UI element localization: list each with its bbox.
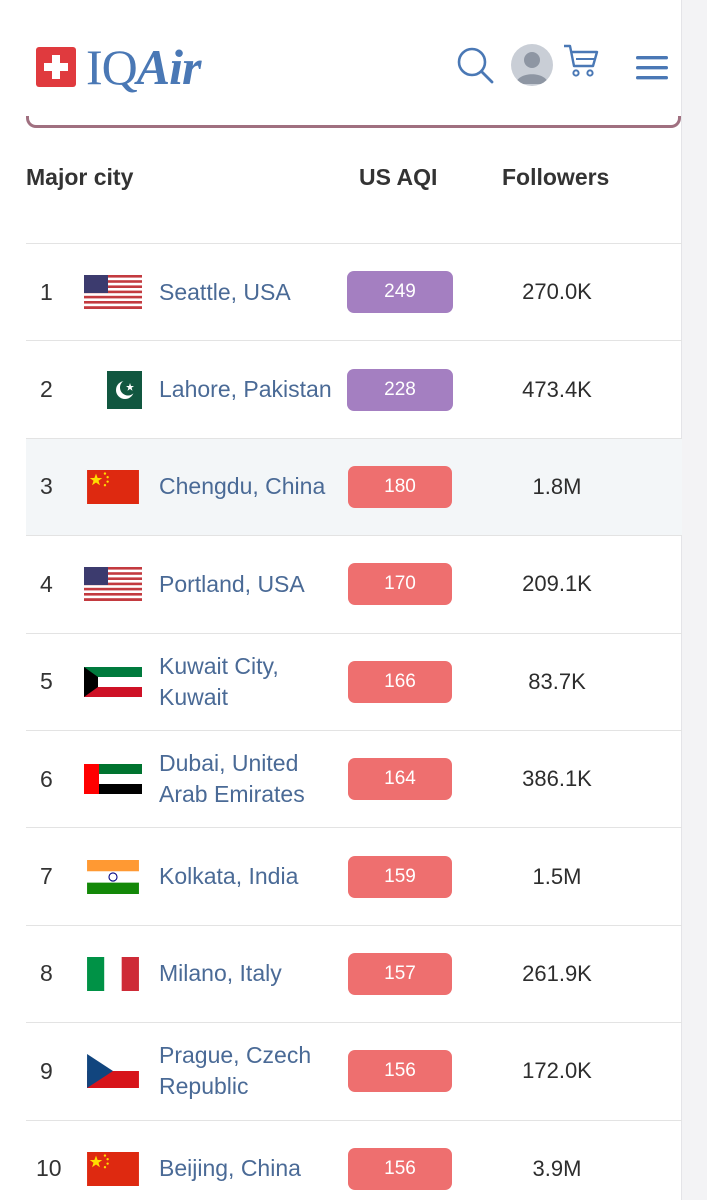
usa-flag-icon [84, 567, 142, 602]
table-row[interactable]: 2 Lahore, Pakistan 228 473.4K [26, 340, 682, 437]
brand-wordmark: IQAir [86, 39, 201, 95]
followers-count: 3.9M [532, 1155, 582, 1181]
followers-count: 1.8M [532, 473, 582, 499]
aqi-badge: 249 [347, 271, 453, 314]
city-link[interactable]: Kolkata, India [159, 863, 299, 890]
followers-count: 1.5M [532, 863, 582, 889]
table-row[interactable]: 7 Kolkata, India 159 1.5M [26, 827, 682, 924]
table-row[interactable]: 10 Beijing, China 156 3.9M [26, 1119, 682, 1200]
scroll-rail [681, 0, 707, 1200]
column-header-city[interactable]: Major city [26, 164, 134, 190]
table-row[interactable]: 3 Chengdu, China 180 1.8M [26, 437, 682, 536]
table-row[interactable]: 5 Kuwait City, Kuwait 166 83.7K [26, 632, 682, 730]
table-row[interactable]: 1 Seattle, USA 249 270.0K [26, 243, 682, 340]
usa-flag-icon [84, 275, 142, 310]
rank-number: 2 [40, 376, 53, 403]
city-link[interactable]: Portland, USA [159, 570, 305, 597]
china-flag-icon [87, 469, 139, 504]
followers-count: 261.9K [522, 960, 592, 986]
search-icon[interactable] [456, 46, 494, 84]
city-link[interactable]: Prague, Czech Republic [159, 1042, 312, 1100]
aqi-badge: 159 [348, 855, 452, 898]
kuwait-flag-icon [84, 666, 142, 697]
india-flag-icon [87, 859, 139, 894]
panel-accent-border [26, 116, 681, 128]
city-link[interactable]: Milano, Italy [159, 960, 282, 987]
followers-count: 83.7K [528, 668, 586, 694]
italy-flag-icon [87, 956, 139, 991]
aqi-badge: 228 [347, 368, 453, 411]
aqi-badge: 157 [348, 952, 452, 995]
china-flag-icon [87, 1151, 139, 1186]
followers-count: 209.1K [522, 571, 592, 597]
column-header-followers[interactable]: Followers [502, 164, 610, 190]
rank-number: 9 [40, 1057, 53, 1084]
column-header-aqi[interactable]: US AQI [359, 164, 438, 190]
city-link[interactable]: Lahore, Pakistan [159, 376, 332, 403]
hamburger-menu-icon[interactable] [636, 55, 668, 81]
aqi-badge: 170 [348, 563, 452, 606]
aqi-badge: 156 [348, 1147, 452, 1190]
city-link[interactable]: Seattle, USA [159, 278, 291, 305]
rank-number: 8 [40, 960, 53, 987]
iqair-logo[interactable]: IQAir [36, 39, 201, 95]
followers-count: 386.1K [522, 766, 592, 792]
city-link[interactable]: Dubai, United Arab Emirates [159, 750, 305, 808]
followers-count: 473.4K [522, 376, 592, 402]
followers-count: 172.0K [522, 1058, 592, 1084]
avatar[interactable] [511, 44, 553, 86]
table-header: Major city US AQI Followers [0, 160, 681, 200]
aqi-badge: 166 [348, 660, 452, 703]
rank-number: 6 [40, 765, 53, 792]
city-ranking-table: 1 Seattle, USA 249 270.0K 2 Lahore, Paki… [26, 243, 682, 1200]
aqi-badge: 180 [348, 465, 452, 508]
rank-number: 5 [40, 668, 53, 695]
city-link[interactable]: Kuwait City, Kuwait [159, 652, 279, 710]
czech-flag-icon [87, 1054, 139, 1089]
swiss-flag-icon [36, 47, 76, 87]
city-link[interactable]: Chengdu, China [159, 473, 326, 500]
rank-number: 4 [40, 570, 53, 597]
cart-icon[interactable] [562, 42, 600, 80]
aqi-badge: 164 [348, 758, 452, 801]
table-row[interactable]: 9 Prague, Czech Republic 156 172.0K [26, 1022, 682, 1119]
pakistan-flag-icon [98, 370, 142, 409]
rank-number: 1 [40, 278, 53, 305]
site-header: IQAir [0, 0, 681, 118]
city-link[interactable]: Beijing, China [159, 1155, 301, 1182]
table-row[interactable]: 4 Portland, USA 170 209.1K [26, 535, 682, 632]
rank-number: 3 [40, 473, 53, 500]
rank-number: 7 [40, 863, 53, 890]
table-row[interactable]: 6 Dubai, United Arab Emirates 164 386.1K [26, 729, 682, 827]
table-row[interactable]: 8 Milano, Italy 157 261.9K [26, 924, 682, 1022]
followers-count: 270.0K [522, 279, 592, 305]
rank-number: 10 [36, 1155, 62, 1182]
uae-flag-icon [84, 764, 142, 795]
aqi-badge: 156 [348, 1050, 452, 1093]
